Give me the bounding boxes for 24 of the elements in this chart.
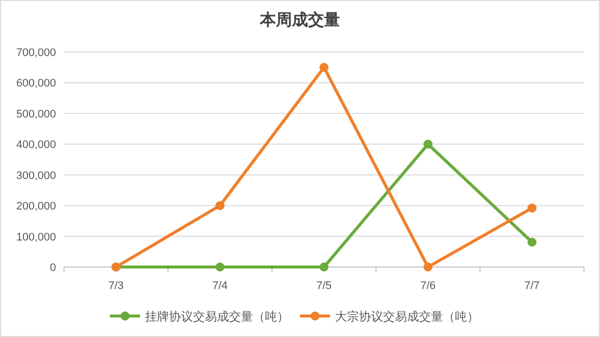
point: [424, 262, 432, 272]
x-tick-label: 7/5: [316, 280, 332, 292]
point: [216, 201, 224, 210]
x-tick-label: 7/7: [524, 280, 540, 292]
x-tick-label: 7/4: [212, 280, 228, 292]
legend-label: 挂牌协议交易成交量（吨）: [145, 310, 289, 324]
x-tick-label: 7/6: [420, 280, 436, 292]
point: [528, 238, 536, 247]
point: [216, 262, 224, 272]
y-tick-label: 100,000: [16, 231, 56, 244]
y-tick-label: 700,000: [16, 47, 56, 59]
x-tick-label: 7/3: [108, 280, 124, 292]
point: [320, 62, 328, 72]
y-tick-label: 0: [50, 262, 56, 274]
legend-label: 大宗协议交易成交量（吨）: [335, 310, 479, 324]
y-tick-label: 500,000: [16, 108, 56, 120]
point: [528, 204, 536, 213]
y-tick-label: 200,000: [16, 200, 56, 213]
chart-title: 本周成交量: [259, 10, 340, 29]
y-tick-label: 300,000: [16, 170, 56, 182]
y-tick-label: 400,000: [16, 139, 56, 152]
point: [424, 140, 432, 149]
y-tick-label: 600,000: [16, 78, 56, 90]
point: [320, 262, 328, 272]
